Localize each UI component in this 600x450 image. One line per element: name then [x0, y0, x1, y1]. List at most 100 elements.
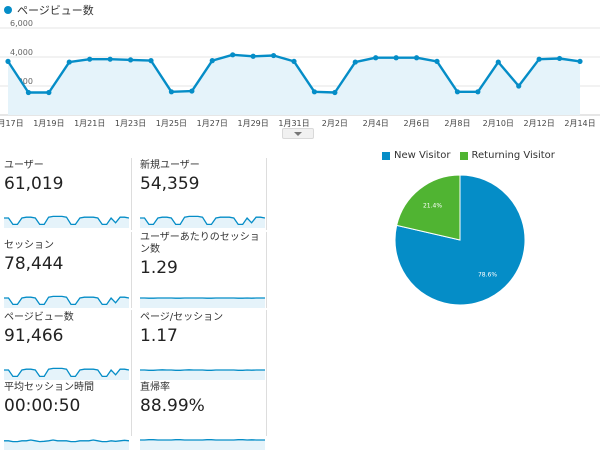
metric-label: ユーザーあたりのセッション数: [140, 232, 265, 258]
chevron-down-icon: [294, 132, 302, 136]
data-point[interactable]: [230, 52, 235, 57]
metric-value: 54,359: [140, 174, 265, 194]
data-point[interactable]: [496, 59, 501, 64]
x-tick-label: 1月23日: [115, 119, 146, 128]
metric-divider: [131, 310, 132, 380]
data-point[interactable]: [148, 58, 153, 63]
metric-label: ユーザー: [4, 160, 129, 172]
data-point[interactable]: [557, 56, 562, 61]
sparkline-area: [140, 440, 265, 450]
y-tick-label: 6,000: [10, 19, 33, 28]
metric-sessions-per-user[interactable]: ユーザーあたりのセッション数 1.29: [140, 232, 265, 308]
metric-divider: [131, 158, 132, 230]
data-point[interactable]: [475, 89, 480, 94]
data-point[interactable]: [537, 57, 542, 62]
metric-sparkline: [140, 288, 265, 308]
x-tick-label: 1月25日: [156, 119, 187, 128]
pie-legend-item-new[interactable]: New Visitor: [382, 150, 451, 161]
collapse-chart-button[interactable]: [282, 128, 314, 139]
data-point[interactable]: [291, 59, 296, 64]
data-point[interactable]: [5, 59, 10, 64]
x-tick-label: 1月17日: [0, 119, 24, 128]
x-tick-label: 1月31日: [278, 119, 309, 128]
pie-legend: New Visitor Returning Visitor: [382, 150, 564, 161]
metric-label: 直帰率: [140, 382, 265, 394]
data-point[interactable]: [189, 88, 194, 93]
metric-label: ページビュー数: [4, 312, 129, 324]
metric-divider: [266, 310, 267, 380]
metric-sparkline: [4, 360, 129, 380]
data-point[interactable]: [169, 89, 174, 94]
series-dot-icon: [4, 6, 12, 14]
metric-divider: [131, 380, 132, 436]
metric-divider: [266, 380, 267, 436]
metric-value: 91,466: [4, 326, 129, 346]
data-point[interactable]: [332, 90, 337, 95]
metric-sessions[interactable]: セッション 78,444: [4, 240, 129, 308]
metric-value: 00:00:50: [4, 396, 129, 416]
x-tick-label: 1月19日: [33, 119, 64, 128]
metric-label: 平均セッション時間: [4, 382, 129, 394]
data-point[interactable]: [210, 58, 215, 63]
y-tick-label: 4,000: [10, 48, 33, 57]
data-point[interactable]: [373, 55, 378, 60]
metric-sparkline: [4, 430, 129, 450]
legend-label: New Visitor: [394, 150, 451, 161]
data-point[interactable]: [353, 59, 358, 64]
chart-series-legend[interactable]: ページビュー数: [4, 2, 94, 18]
data-point[interactable]: [434, 59, 439, 64]
metric-value: 88.99%: [140, 396, 265, 416]
x-tick-label: 2月8日: [444, 119, 470, 128]
data-point[interactable]: [394, 55, 399, 60]
data-point[interactable]: [414, 55, 419, 60]
metric-sparkline: [140, 360, 265, 380]
metric-pageviews[interactable]: ページビュー数 91,466: [4, 312, 129, 380]
data-point[interactable]: [516, 83, 521, 88]
metric-sparkline: [4, 208, 129, 228]
metric-new-users[interactable]: 新規ユーザー 54,359: [140, 160, 265, 228]
data-point[interactable]: [67, 59, 72, 64]
metric-divider: [266, 158, 267, 230]
pie-legend-item-returning[interactable]: Returning Visitor: [460, 150, 555, 161]
metric-sparkline: [140, 208, 265, 228]
metric-bounce-rate[interactable]: 直帰率 88.99%: [140, 382, 265, 450]
metric-divider: [266, 232, 267, 308]
metric-value: 1.29: [140, 258, 265, 278]
sparkline-area: [140, 370, 265, 380]
x-tick-label: 2月6日: [403, 119, 429, 128]
metric-sparkline: [140, 430, 265, 450]
sparkline-line: [140, 370, 265, 371]
pie-data-label: 21.4%: [423, 202, 442, 209]
data-point[interactable]: [87, 57, 92, 62]
metric-sparkline: [4, 288, 129, 308]
metric-divider: [131, 232, 132, 308]
data-point[interactable]: [128, 57, 133, 62]
data-point[interactable]: [26, 90, 31, 95]
data-point[interactable]: [312, 89, 317, 94]
x-tick-label: 1月21日: [74, 119, 105, 128]
metric-value: 78,444: [4, 254, 129, 274]
metric-users[interactable]: ユーザー 61,019: [4, 160, 129, 228]
pageviews-line-chart: 2,0004,0006,0001月17日1月19日1月21日1月23日1月25日…: [0, 18, 600, 136]
x-tick-label: 2月2日: [322, 119, 348, 128]
data-point[interactable]: [108, 57, 113, 62]
metric-label: セッション: [4, 240, 129, 252]
x-tick-label: 2月14日: [564, 119, 595, 128]
pie-data-label: 78.6%: [478, 272, 497, 279]
data-point[interactable]: [455, 89, 460, 94]
metric-value: 61,019: [4, 174, 129, 194]
x-tick-label: 2月4日: [363, 119, 389, 128]
series-legend-label: ページビュー数: [17, 2, 94, 18]
data-point[interactable]: [46, 90, 51, 95]
metric-pages-per-session[interactable]: ページ/セッション 1.17: [140, 312, 265, 380]
legend-swatch: [382, 152, 390, 160]
data-point[interactable]: [577, 59, 582, 64]
metric-avg-session-duration[interactable]: 平均セッション時間 00:00:50: [4, 382, 129, 450]
x-tick-label: 2月12日: [524, 119, 555, 128]
legend-swatch: [460, 152, 468, 160]
data-point[interactable]: [251, 54, 256, 59]
metric-label: 新規ユーザー: [140, 160, 265, 172]
x-tick-label: 2月10日: [483, 119, 514, 128]
data-point[interactable]: [271, 53, 276, 58]
sparkline-area: [140, 298, 265, 308]
